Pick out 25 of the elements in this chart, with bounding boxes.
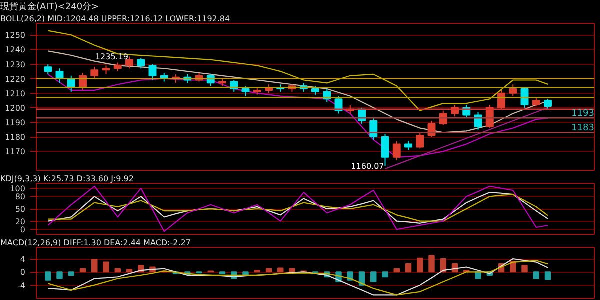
y-tick-label: 80: [15, 192, 26, 202]
ref-line-label: 1183: [572, 124, 594, 134]
y-tick-label: 1230: [5, 60, 26, 70]
y-tick-label: 1200: [5, 104, 26, 113]
annotation: 1235.19: [95, 52, 129, 62]
text: KDJ(9,3,3) K:25.73 D:33.60 J:9.92: [0, 174, 134, 184]
annotation: 1160.07: [351, 162, 384, 172]
y-tick-label: 0: [20, 226, 26, 235]
y-tick-label: 100: [10, 184, 26, 194]
text: MACD(12,26,9) DIFF:1.30 DEA:2.44 MACD:-2.27: [0, 238, 191, 248]
y-tick-label: 1250: [5, 31, 26, 40]
y-tick-label: 1170: [5, 148, 26, 157]
y-tick-label: 1220: [5, 74, 26, 84]
y-tick-label: 0: [20, 268, 26, 278]
chart-title: 現貨黃金(AIT)<240分>: [0, 2, 100, 12]
y-tick-label: 1190: [5, 118, 26, 128]
y-tick-label: -4: [18, 281, 26, 290]
y-tick-label: 50: [15, 205, 26, 214]
y-tick-label: 20: [15, 217, 26, 226]
y-tick-label: 1210: [5, 89, 26, 98]
y-tick-label: 4: [20, 255, 26, 264]
y-tick-label: 1240: [5, 46, 26, 55]
ref-line-label: 1193: [572, 109, 594, 120]
y-tick-label: 1180: [5, 133, 26, 142]
text: BOLL(26,2) MID:1204.48 UPPER:1216.12 LOWER:1192.84: [0, 14, 230, 24]
